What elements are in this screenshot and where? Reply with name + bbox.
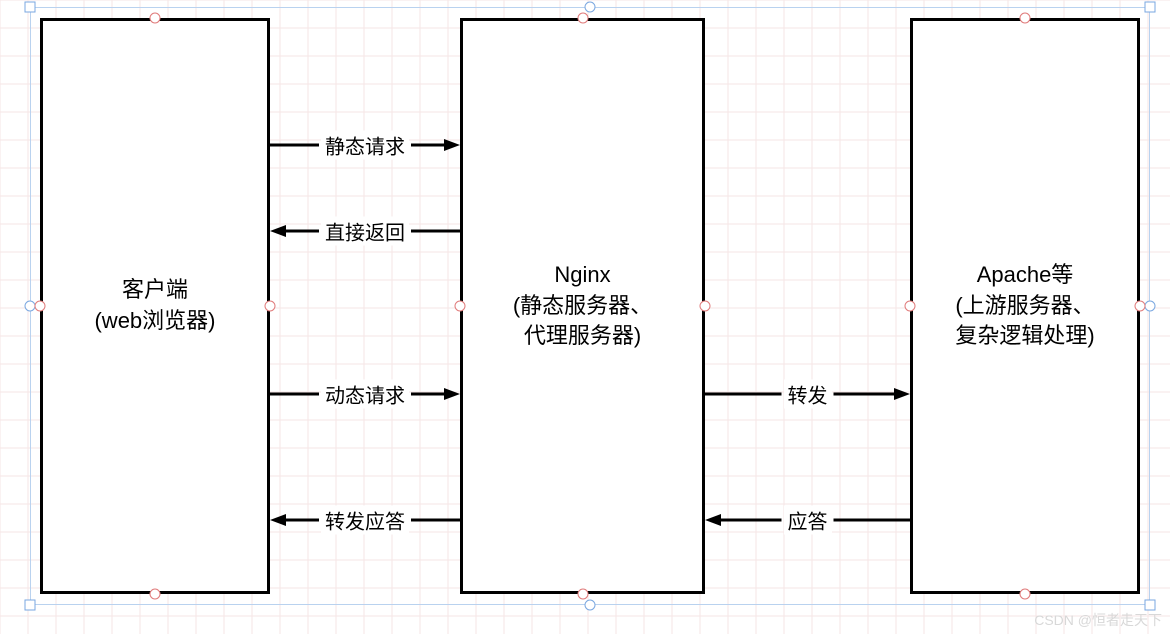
diagram-canvas: 客户端 (web浏览器) Nginx (静态服务器、 代理服务器) Apache…: [0, 0, 1170, 634]
client-box-subtitle: (web浏览器): [94, 306, 215, 337]
selection-corner-handle[interactable]: [25, 600, 36, 611]
nginx-box-title: Nginx: [554, 260, 610, 291]
nginx-midpoint-handle[interactable]: [577, 13, 588, 24]
nginx-midpoint-handle[interactable]: [577, 589, 588, 600]
selection-corner-handle[interactable]: [1145, 600, 1156, 611]
apache-midpoint-handle[interactable]: [1020, 13, 1031, 24]
nginx-box-line2: (静态服务器、: [513, 291, 652, 322]
arrow-label-direct-return: 直接返回: [321, 217, 409, 246]
client-box[interactable]: 客户端 (web浏览器): [40, 18, 270, 594]
apache-box[interactable]: Apache等 (上游服务器、 复杂逻辑处理): [910, 18, 1140, 594]
apache-midpoint-handle[interactable]: [905, 301, 916, 312]
arrow-label-static-request: 静态请求: [321, 131, 409, 160]
client-midpoint-handle[interactable]: [35, 301, 46, 312]
arrow-label-forward-response: 转发应答: [321, 506, 409, 535]
nginx-midpoint-handle[interactable]: [700, 301, 711, 312]
client-box-title: 客户端: [122, 275, 188, 306]
arrow-label-dynamic-request: 动态请求: [321, 380, 409, 409]
selection-midpoint-handle[interactable]: [1145, 301, 1156, 312]
nginx-midpoint-handle[interactable]: [455, 301, 466, 312]
apache-box-title: Apache等: [977, 260, 1074, 291]
apache-midpoint-handle[interactable]: [1020, 589, 1031, 600]
selection-corner-handle[interactable]: [1145, 2, 1156, 13]
watermark: CSDN @恒者走天下: [1034, 610, 1162, 630]
nginx-box[interactable]: Nginx (静态服务器、 代理服务器): [460, 18, 705, 594]
client-midpoint-handle[interactable]: [150, 589, 161, 600]
arrow-label-response: 应答: [784, 506, 832, 535]
apache-box-line3: 复杂逻辑处理): [955, 321, 1094, 352]
client-midpoint-handle[interactable]: [150, 13, 161, 24]
apache-box-line2: (上游服务器、: [955, 291, 1094, 322]
apache-midpoint-handle[interactable]: [1135, 301, 1146, 312]
client-midpoint-handle[interactable]: [265, 301, 276, 312]
selection-corner-handle[interactable]: [25, 2, 36, 13]
nginx-box-line3: 代理服务器): [524, 321, 641, 352]
selection-midpoint-handle[interactable]: [585, 600, 596, 611]
arrow-label-forward: 转发: [784, 380, 832, 409]
selection-midpoint-handle[interactable]: [585, 2, 596, 13]
